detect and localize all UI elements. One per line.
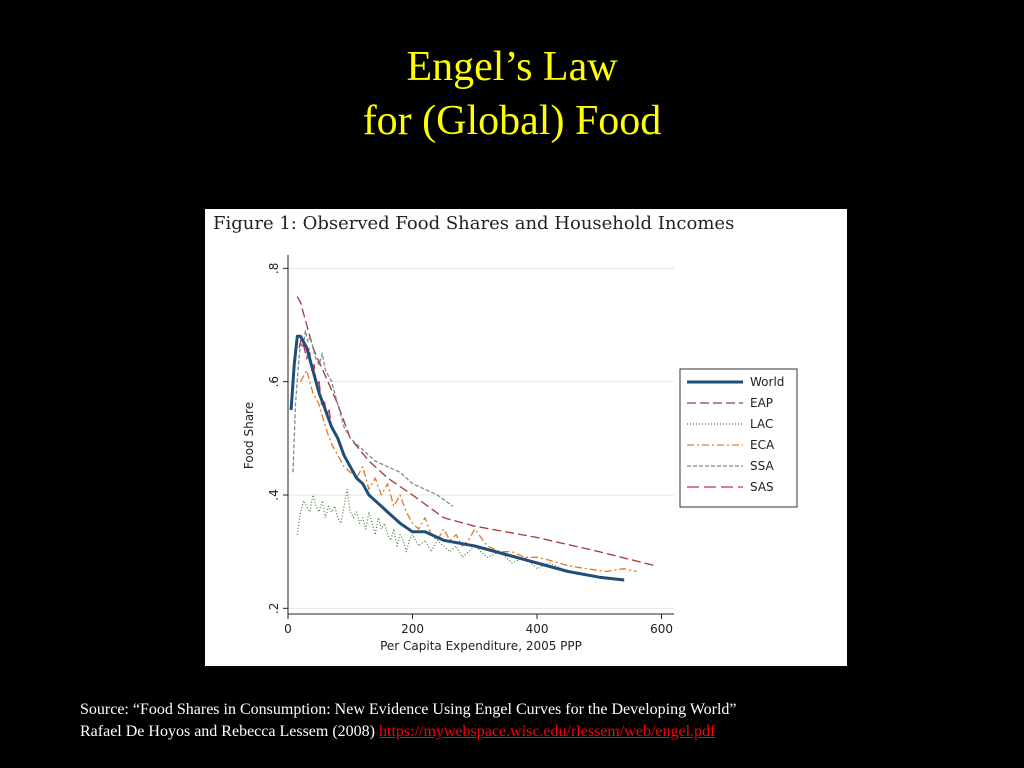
x-tick-label: 200 — [401, 622, 424, 636]
slide-title-line-2: for (Global) Food — [362, 98, 662, 144]
source-authors: Rafael De Hoyos and Rebecca Lessem (2008… — [80, 723, 375, 740]
slide-title: Engel’s Law for (Global) Food — [0, 40, 1024, 148]
series-line-eca — [299, 369, 637, 573]
legend-label-eca: ECA — [750, 438, 775, 452]
series-line-eap — [296, 296, 656, 567]
legend-box — [679, 368, 798, 508]
source-line-2: Rafael De Hoyos and Rebecca Lessem (2008… — [80, 721, 980, 743]
slide-title-line-1: Engel’s Law — [406, 44, 618, 90]
x-axis-label: Per Capita Expenditure, 2005 PPP — [380, 639, 582, 653]
chart-title: Figure 1: Observed Food Shares and House… — [213, 213, 735, 234]
series-line-world — [289, 334, 625, 582]
source-citation: Source: “Food Shares in Consumption: New… — [80, 699, 980, 743]
legend-label-eap: EAP — [750, 396, 773, 410]
chart: 0 200 400 600 .2 .4 .6 .8 Per Capita Expenditure… — [242, 255, 798, 653]
x-tick-label: 0 — [284, 622, 292, 636]
y-axis-label: Food Share — [242, 402, 256, 469]
y-tick-label: .2 — [267, 603, 281, 614]
x-tick-label: 400 — [526, 622, 549, 636]
legend-label-world: World — [750, 375, 784, 389]
source-link[interactable]: https://mywebspace.wisc.edu/rlessem/web/… — [379, 723, 716, 740]
series-line-ssa — [292, 330, 454, 507]
source-line-1: Source: “Food Shares in Consumption: New… — [80, 701, 737, 718]
legend-label-ssa: SSA — [750, 459, 774, 473]
legend-label-sas: SAS — [750, 480, 774, 494]
y-tick-label: .8 — [267, 263, 281, 274]
y-tick-label: .4 — [267, 489, 281, 500]
x-tick-label: 600 — [650, 622, 673, 636]
y-tick-label: .6 — [267, 376, 281, 387]
legend-label-lac: LAC — [750, 417, 773, 431]
figure-panel: Figure 1: Observed Food Shares and House… — [205, 209, 847, 666]
